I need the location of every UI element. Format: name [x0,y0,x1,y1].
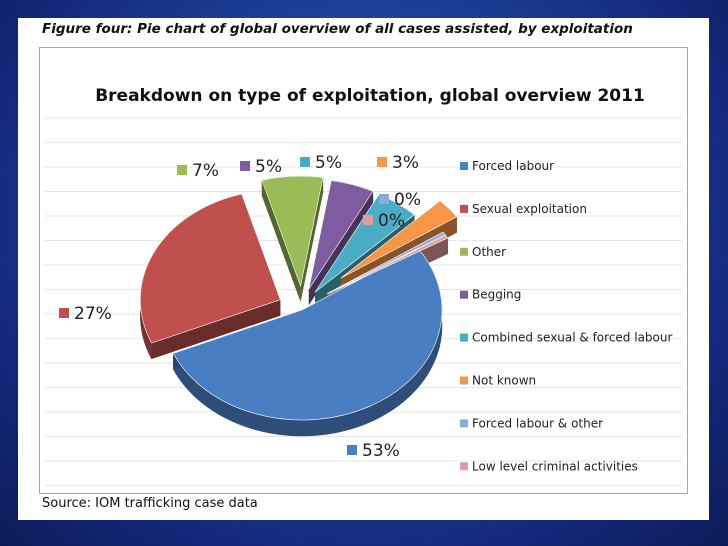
data-labels: 53% 27% 7% 5% 5% 3% 0%0% [59,153,421,461]
legend-swatch [460,247,468,256]
data-label-text: 5% [315,153,342,173]
legend-item-not-known: Not known [460,374,536,388]
legend-swatch [460,419,468,428]
chart-title: Breakdown on type of exploitation, globa… [95,86,645,106]
chart-frame: Breakdown on type of exploitation, globa… [39,47,688,494]
data-label-marker [379,194,389,204]
slide-panel: Figure four: Pie chart of global overvie… [18,18,709,520]
data-label-combined-sexual-and-forced-labour: 5% [300,153,342,173]
pie-slice-wall-other [261,180,301,303]
legend-label: Other [472,245,506,259]
legend-label: Begging [472,288,521,302]
legend-swatch [460,290,468,299]
legend-item-begging: Begging [460,288,521,302]
legend-swatch [460,376,468,385]
data-label-low-level-criminal-activities: 0% [363,211,405,231]
legend-item-other: Other [460,245,506,259]
pie-slice-wall-sexual-exploitation [151,299,281,360]
data-label-marker [300,157,310,167]
data-label-forced-labour: 53% [347,441,400,461]
data-label-sexual-exploitation: 27% [59,304,112,324]
legend-swatch [460,462,468,471]
data-label-marker [177,165,187,175]
data-label-other: 7% [177,161,219,181]
pie-slice-low-level-criminal-activities [327,234,449,295]
data-label-text: 3% [392,153,419,173]
legend-swatch [460,333,468,342]
data-label-begging: 5% [240,157,282,177]
data-label-text: 0% [378,211,405,231]
data-label-marker [347,445,357,455]
source-note: Source: IOM trafficking case data [42,496,258,511]
data-label-marker [363,215,373,225]
legend: Forced labour Sexual exploitation Other Beg… [460,159,672,473]
pie-slice-begging [308,180,374,290]
figure-caption: Figure four: Pie chart of global overvie… [42,21,633,37]
pie-slice-wall-other [300,177,323,303]
pie-chart: Breakdown on type of exploitation, globa… [45,86,682,486]
legend-label: Forced labour & other [472,416,603,430]
data-label-marker [377,157,387,167]
pie-slice-forced-labour [172,248,443,421]
legend-label: Forced labour [472,159,554,173]
legend-label: Combined sexual & forced labour [472,331,672,345]
legend-label: Not known [472,374,536,388]
legend-item-combined-sexual-and-forced-labour: Combined sexual & forced labour [460,331,672,345]
legend-item-low-level-criminal-activities: Low level criminal activities [460,459,638,473]
data-label-text: 53% [362,441,400,461]
data-label-marker [59,308,69,318]
data-label-marker [240,161,250,171]
legend-label: Low level criminal activities [472,459,638,473]
legend-item-sexual-exploitation: Sexual exploitation [460,202,587,216]
pie-slice-sexual-exploitation [140,193,281,344]
data-label-text: 5% [255,157,282,177]
legend-label: Sexual exploitation [472,202,587,216]
pie-slice-not-known [340,200,458,279]
pie-slice-other [261,175,324,288]
data-label-forced-labour-and-other: 0% [379,190,421,210]
data-label-not-known: 3% [377,153,419,173]
pie-slice-forced-labour-and-other [326,231,446,294]
pie-slices [140,175,458,437]
legend-item-forced-labour: Forced labour [460,159,554,173]
data-label-text: 7% [192,161,219,181]
legend-swatch [460,204,468,213]
data-label-text: 0% [394,190,421,210]
legend-swatch [460,162,468,170]
data-label-text: 27% [74,304,112,324]
legend-item-forced-labour-and-other: Forced labour & other [460,416,603,430]
